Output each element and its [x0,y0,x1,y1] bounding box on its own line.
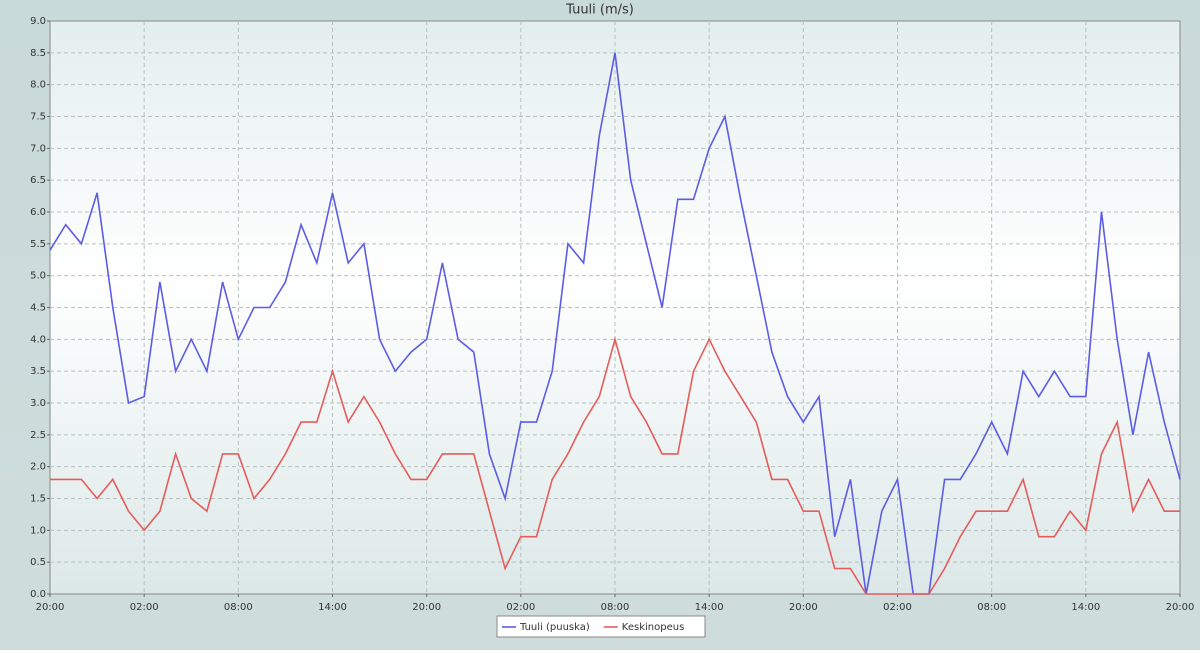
y-tick-label: 6.0 [30,207,46,218]
y-tick-label: 0.0 [30,589,46,600]
y-tick-label: 3.5 [30,366,46,377]
legend-label: Keskinopeus [622,622,685,633]
x-tick-label: 08:00 [601,602,630,613]
x-tick-label: 14:00 [1071,602,1100,613]
y-tick-label: 6.5 [30,175,46,186]
x-tick-label: 02:00 [506,602,535,613]
x-tick-label: 20:00 [36,602,65,613]
y-tick-label: 1.5 [30,494,46,505]
y-tick-label: 5.5 [30,239,46,250]
x-tick-label: 08:00 [224,602,253,613]
y-tick-label: 8.0 [30,80,46,91]
x-tick-label: 14:00 [318,602,347,613]
y-tick-label: 1.0 [30,525,46,536]
y-tick-label: 2.5 [30,430,46,441]
y-tick-label: 0.5 [30,557,46,568]
series-line [50,336,1180,595]
x-tick-label: 02:00 [130,602,159,613]
legend: Tuuli (puuska) Keskinopeus [496,615,706,638]
chart-title: Tuuli (m/s) [565,3,634,18]
y-tick-label: 5.0 [30,271,46,282]
x-tick-label: 14:00 [695,602,724,613]
x-tick-label: 20:00 [412,602,441,613]
y-tick-label: 7.5 [30,112,46,123]
legend-box [496,615,706,638]
legend-label: Tuuli (puuska) [519,622,590,633]
x-tick-label: 20:00 [789,602,818,613]
y-tick-label: 3.0 [30,398,46,409]
y-tick-label: 8.5 [30,48,46,59]
y-tick-label: 7.0 [30,143,46,154]
x-tick-label: 20:00 [1166,602,1195,613]
y-tick-label: 4.5 [30,303,46,314]
y-tick-label: 2.0 [30,462,46,473]
y-tick-label: 9.0 [30,16,46,27]
y-tick-label: 4.0 [30,334,46,345]
series-line [49,52,1181,595]
x-tick-label: 02:00 [883,602,912,613]
x-tick-label: 08:00 [977,602,1006,613]
